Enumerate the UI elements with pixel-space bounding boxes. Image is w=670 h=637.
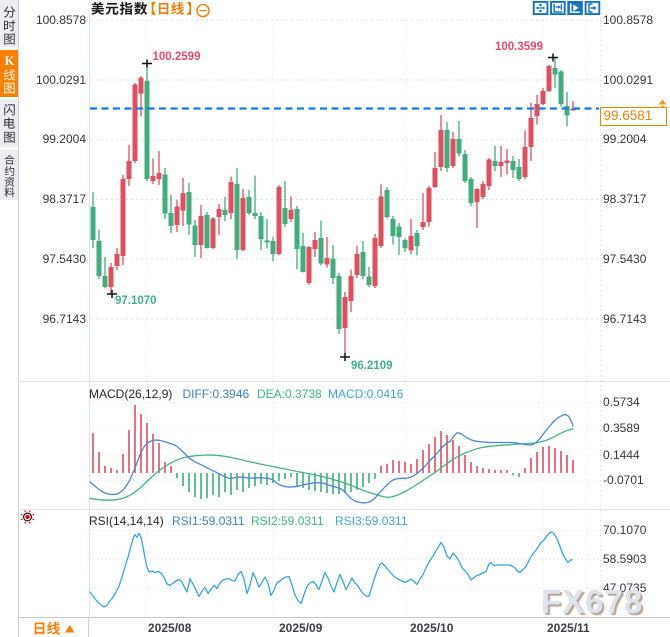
svg-text:K: K <box>5 54 15 68</box>
